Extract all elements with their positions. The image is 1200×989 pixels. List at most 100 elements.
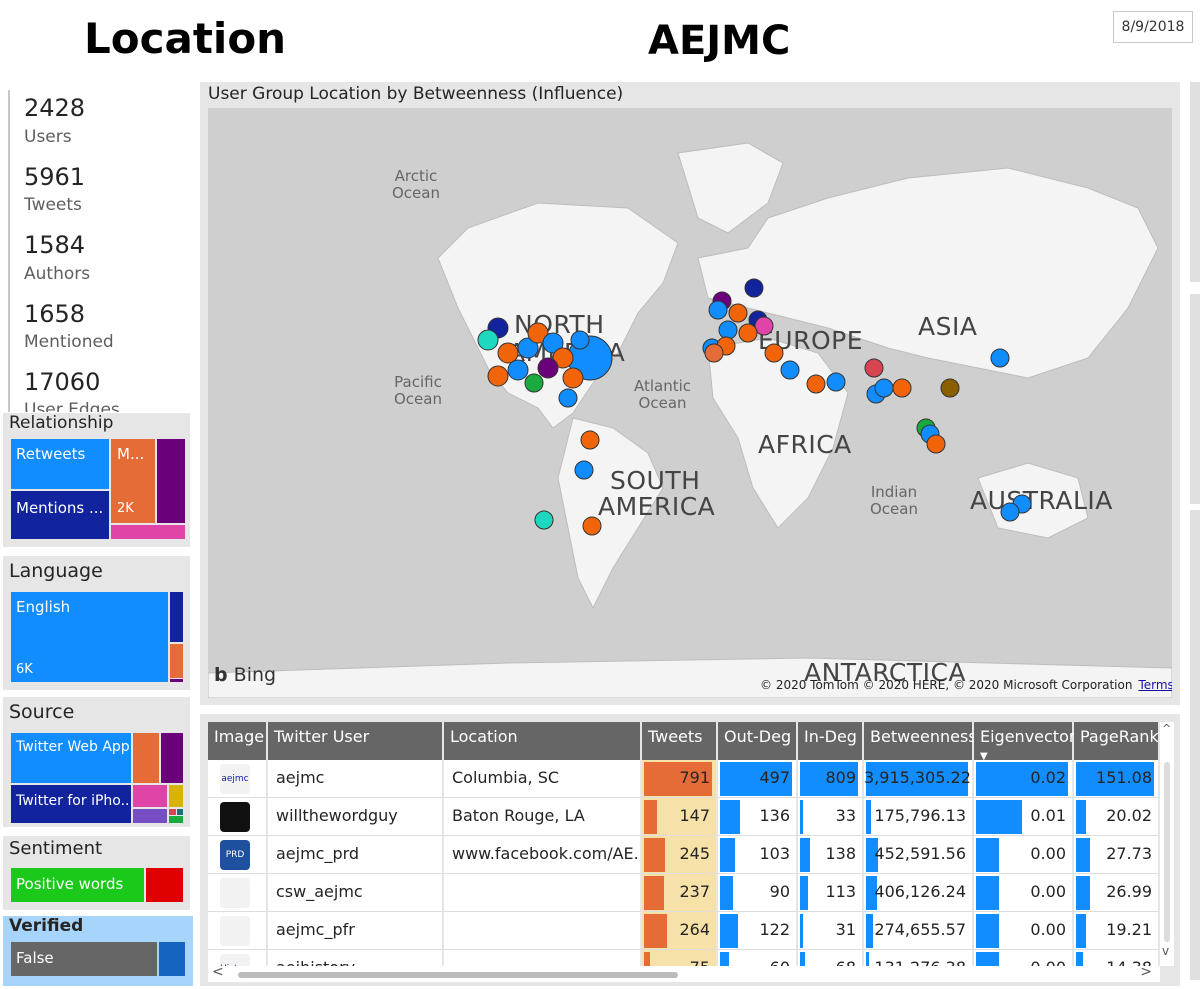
- ocean-pacific-line1: Pacific: [394, 373, 442, 391]
- col-header-location[interactable]: Location: [444, 722, 642, 760]
- cell-data-bar: [720, 762, 792, 796]
- cell-tweets: 147: [642, 798, 718, 836]
- tile-source-10[interactable]: [169, 816, 183, 823]
- tile-retweets[interactable]: Retweets: [11, 439, 109, 489]
- col-header-pagerank[interactable]: PageRank: [1074, 722, 1160, 760]
- cell-pagerank-text: 20.02: [1106, 806, 1152, 825]
- tile-twitter-iphone-label: Twitter for iPho...: [16, 793, 131, 809]
- scroll-right-icon[interactable]: >: [1140, 964, 1152, 980]
- tile-positive-words[interactable]: Positive words: [11, 868, 144, 902]
- horizontal-scroll-thumb[interactable]: [238, 972, 678, 978]
- tile-source-4[interactable]: [161, 733, 183, 783]
- user-avatar: PRD: [220, 840, 250, 870]
- relationship-treemap: Relationship Retweets Mentions ... M... …: [3, 413, 190, 547]
- cell-data-bar: [976, 762, 1068, 796]
- map-bubble: [738, 323, 758, 343]
- col-header-image[interactable]: Image: [208, 722, 268, 760]
- map-bubble: [744, 278, 764, 298]
- cell-twitter-user-text: aejmc_pfr: [276, 920, 355, 939]
- cell-data-bar: [976, 838, 999, 872]
- vertical-scrollbar[interactable]: ^ v: [1160, 722, 1174, 966]
- user-avatar: [220, 802, 250, 832]
- col-header-eigenvector[interactable]: Eigenvector ▼: [974, 722, 1075, 762]
- date-display: 8/9/2018: [1113, 11, 1193, 43]
- scroll-left-icon[interactable]: <: [212, 964, 224, 980]
- tile-source-8[interactable]: [169, 809, 176, 815]
- map-bubble: [477, 329, 499, 351]
- kpi-users-value: 2428: [24, 94, 86, 122]
- cell-betweenness: 274,655.57: [864, 912, 974, 950]
- map-bubble: [562, 367, 584, 389]
- scroll-down-icon[interactable]: v: [1162, 944, 1170, 958]
- cell-pagerank: 151.08: [1074, 760, 1160, 798]
- cell-betweenness-text: 3,915,305.22: [864, 768, 971, 787]
- tile-mentions[interactable]: Mentions ...: [11, 491, 109, 539]
- cell-data-bar: [1076, 800, 1086, 834]
- cell-betweenness: 452,591.56: [864, 836, 974, 874]
- cell-in-deg-text: 31: [835, 920, 856, 939]
- tile-negative-words[interactable]: [146, 868, 183, 902]
- col-header-tweets[interactable]: Tweets: [642, 722, 718, 760]
- scroll-up-icon[interactable]: ^: [1162, 722, 1172, 735]
- bing-logo[interactable]: b Bing: [214, 664, 276, 686]
- language-treemap: Language English 6K: [3, 556, 190, 690]
- tile-lang-4[interactable]: [170, 679, 183, 682]
- col-header-out-deg[interactable]: Out-Deg: [718, 722, 798, 760]
- cell-data-bar: [1076, 876, 1090, 910]
- tile-lang-3[interactable]: [170, 644, 183, 678]
- tile-false[interactable]: False: [11, 942, 157, 976]
- cell-betweenness: 175,796.13: [864, 798, 974, 836]
- continent-label-antarctica: ANTARCTICA: [804, 658, 967, 687]
- cell-out-deg-text: 136: [759, 806, 790, 825]
- map-bubble: [874, 378, 894, 398]
- cell-data-bar: [976, 876, 999, 910]
- ocean-arctic-line2: Ocean: [392, 184, 440, 202]
- col-header-in-deg[interactable]: In-Deg: [798, 722, 864, 760]
- cell-data-bar: [644, 838, 665, 872]
- source-treemap: Source Twitter Web App Twitter for iPho.…: [3, 697, 190, 827]
- tile-m-label: M...: [117, 445, 145, 463]
- tile-source-5[interactable]: [133, 785, 167, 807]
- cell-out-deg: 90: [718, 874, 798, 912]
- continent-label-south-america-1: SOUTH: [610, 466, 701, 495]
- terms-link[interactable]: Terms: [1138, 678, 1172, 692]
- bing-label: Bing: [233, 664, 277, 686]
- map-bubble: [718, 320, 738, 340]
- tile-twitter-iphone[interactable]: Twitter for iPho...: [11, 785, 131, 823]
- vertical-scroll-thumb[interactable]: [1164, 762, 1170, 942]
- map-bubble: [542, 332, 564, 354]
- ocean-label-pacific: Pacific Ocean: [394, 374, 442, 408]
- kpi-users-label: Users: [24, 127, 72, 147]
- tile-other-purple[interactable]: [157, 439, 185, 523]
- cell-twitter-user: csw_aejmc: [268, 874, 444, 912]
- tile-english-value: 6K: [16, 662, 33, 677]
- horizontal-scrollbar[interactable]: < >: [208, 964, 1160, 982]
- map-bubble: [517, 337, 539, 359]
- tile-source-3[interactable]: [133, 733, 159, 783]
- world-map[interactable]: Arctic Ocean Pacific Ocean Atlantic Ocean I…: [208, 108, 1172, 698]
- tile-twitter-web-app[interactable]: Twitter Web App: [11, 733, 131, 783]
- tile-source-7[interactable]: [133, 809, 167, 823]
- kpi-tweets-label: Tweets: [24, 195, 82, 215]
- map-bubble: [708, 300, 728, 320]
- tile-english[interactable]: English 6K: [11, 592, 168, 682]
- tile-source-9[interactable]: [177, 809, 183, 815]
- cell-eigenvector-text: 0.00: [1030, 920, 1066, 939]
- cell-out-deg: 122: [718, 912, 798, 950]
- tile-source-6[interactable]: [169, 785, 183, 807]
- tile-mentions-label: Mentions ...: [16, 499, 104, 517]
- cell-data-bar: [800, 838, 810, 872]
- tile-m[interactable]: M... 2K: [111, 439, 155, 523]
- tile-true[interactable]: [159, 942, 185, 976]
- col-header-betweenness[interactable]: Betweenness: [864, 722, 977, 760]
- tile-lang-2[interactable]: [170, 592, 183, 642]
- col-header-twitter-user[interactable]: Twitter User: [268, 722, 444, 760]
- cell-data-bar: [644, 800, 657, 834]
- ocean-atlantic-line1: Atlantic: [634, 377, 692, 395]
- cell-tweets-text: 237: [679, 882, 710, 901]
- user-avatar: aejmc: [220, 764, 250, 794]
- map-bubble: [497, 342, 519, 364]
- table-body: aejmc aejmc Columbia, SC 791 497 809 3,915,305…: [208, 760, 1160, 966]
- tile-other-pink[interactable]: [111, 525, 185, 539]
- cell-pagerank-text: 27.73: [1106, 844, 1152, 863]
